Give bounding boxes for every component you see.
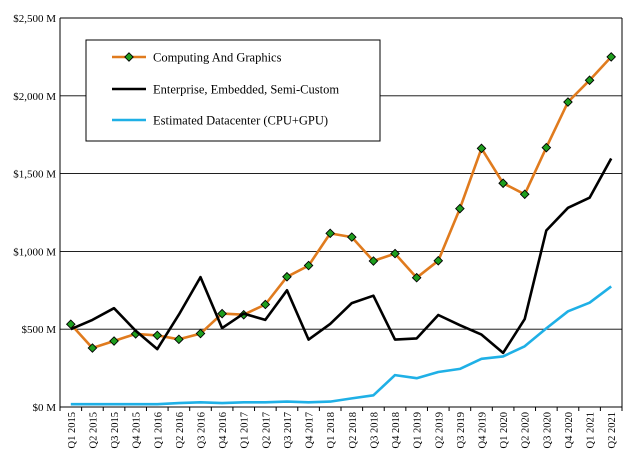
x-tick-label: Q3 2020 (542, 412, 553, 448)
data-point (217, 308, 227, 319)
x-tick-label: Q1 2018 (326, 412, 337, 448)
legend: Computing And Graphics Enterprise, Embedd… (85, 39, 381, 142)
data-point (455, 203, 465, 214)
y-tick-label: $500 M (21, 324, 56, 336)
y-tick-label: $1,500 M (13, 169, 56, 181)
x-tick-label: Q4 2020 (564, 412, 575, 448)
data-point (519, 189, 530, 200)
x-tick-label: Q1 2019 (413, 412, 424, 448)
series-line-3 (70, 285, 612, 406)
data-point (303, 260, 314, 271)
data-point (606, 52, 617, 62)
data-point (541, 142, 552, 153)
x-tick-label: Q2 2019 (434, 412, 445, 448)
x-tick-label: Q4 2018 (391, 412, 402, 448)
data-point (476, 143, 487, 154)
legend-label-2: Enterprise, Embedded, Semi-Custom (153, 83, 339, 97)
x-tick-label: Q3 2015 (110, 412, 121, 448)
data-point (498, 178, 508, 189)
y-tick-label: $2,500 M (13, 13, 56, 25)
legend-label-1: Computing And Graphics (153, 51, 282, 65)
series-line-2 (70, 157, 613, 355)
data-point (368, 256, 379, 266)
y-tick-label: $0 M (32, 402, 56, 414)
data-point (195, 328, 206, 339)
data-point (282, 271, 292, 282)
x-axis-ticks: Q1 2015 Q2 2015 Q3 2015 Q4 2015 Q1 2016 Q2 20… (59, 407, 623, 448)
x-tick-label: Q4 2019 (478, 412, 489, 448)
data-point (109, 336, 119, 346)
x-tick-label: Q1 2021 (586, 412, 597, 448)
data-point (346, 232, 357, 242)
x-tick-label: Q2 2018 (348, 412, 359, 448)
x-tick-label: Q2 2017 (261, 412, 272, 448)
x-tick-label: Q3 2016 (197, 412, 208, 448)
y-tick-label: $1,000 M (13, 246, 56, 258)
x-tick-label: Q1 2016 (153, 412, 164, 448)
x-tick-label: Q1 2015 (67, 412, 78, 448)
y-tick-label: $2,000 M (13, 91, 56, 103)
x-tick-label: Q4 2017 (305, 412, 316, 448)
legend-marker (124, 52, 134, 62)
data-point (433, 255, 444, 266)
x-tick-label: Q3 2017 (283, 412, 294, 448)
x-tick-label: Q4 2015 (132, 412, 143, 448)
legend-label-3: Estimated Datacenter (CPU+GPU) (153, 114, 328, 128)
x-tick-label: Q2 2021 (607, 412, 618, 448)
data-point (87, 343, 98, 353)
y-axis-ticks: $0 M $500 M $1,000 M $1,500 M $2,000 M $2,500… (13, 13, 56, 414)
x-tick-label: Q2 2020 (521, 412, 532, 448)
x-tick-label: Q3 2018 (369, 412, 380, 448)
x-tick-label: Q4 2016 (218, 412, 229, 448)
x-tick-label: Q2 2016 (175, 412, 186, 448)
series (65, 52, 617, 406)
x-tick-label: Q1 2020 (499, 412, 510, 448)
data-point (411, 272, 422, 283)
x-tick-label: Q3 2019 (456, 412, 467, 448)
data-point (390, 248, 400, 259)
data-point (584, 75, 595, 86)
data-point (174, 334, 184, 345)
data-point (563, 97, 573, 107)
data-point (260, 299, 271, 310)
data-point (152, 330, 163, 341)
data-point (325, 228, 336, 239)
x-tick-label: Q1 2017 (240, 412, 251, 448)
x-tick-label: Q2 2015 (88, 412, 99, 448)
